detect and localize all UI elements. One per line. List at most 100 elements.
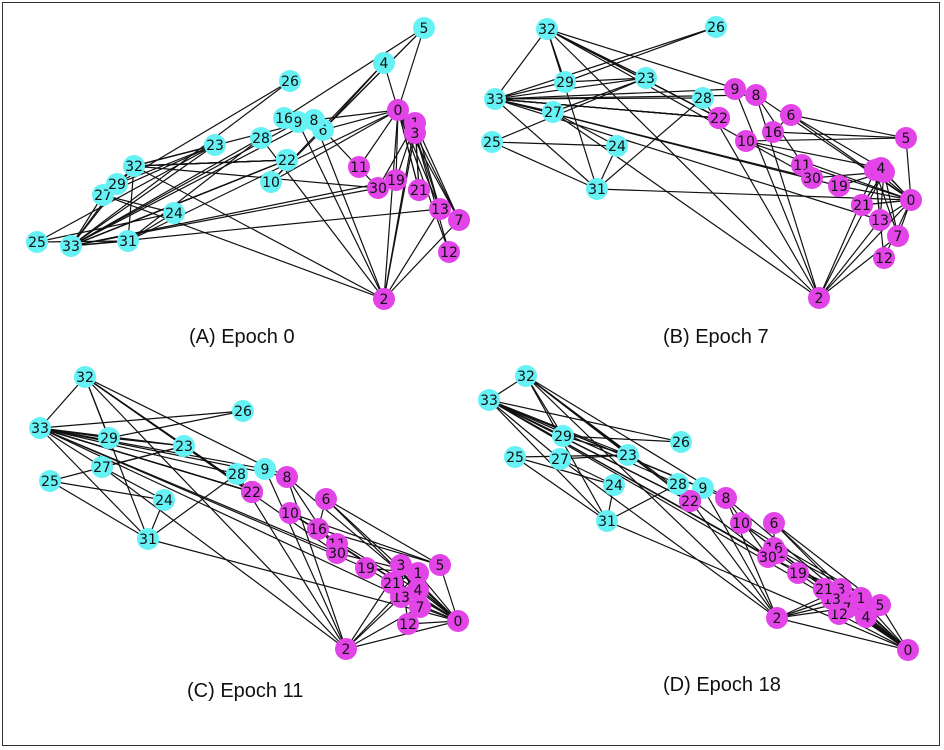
node-31: 31: [586, 178, 608, 200]
node-4: 4: [407, 579, 429, 601]
node-19: 19: [828, 175, 850, 197]
edge-23-25: [36, 144, 216, 243]
node-circle: [667, 473, 689, 495]
node-33: 33: [484, 88, 506, 110]
edge-1-2: [818, 171, 885, 299]
node-circle: [241, 481, 263, 503]
node-22: 22: [679, 490, 701, 512]
node-23: 23: [617, 444, 639, 466]
edge-0-8: [725, 497, 909, 651]
node-9: 9: [254, 458, 276, 480]
node-circle: [887, 225, 909, 247]
node-31: 31: [117, 230, 139, 252]
node-label: 8: [310, 113, 319, 129]
edge-8-32: [546, 28, 757, 96]
node-25: 25: [26, 231, 48, 253]
node-label: 1: [414, 566, 423, 582]
node-circle: [692, 87, 714, 109]
edge-3-12: [414, 132, 450, 253]
edge-28-33: [488, 399, 679, 485]
node-circle: [373, 288, 395, 310]
node-6: 6: [763, 512, 785, 534]
node-26: 26: [670, 431, 692, 453]
node-label: 3: [411, 126, 420, 142]
node-31: 31: [137, 528, 159, 550]
node-label: 24: [165, 206, 183, 222]
node-circle: [409, 596, 431, 618]
node-33: 33: [478, 389, 500, 411]
node-circle: [407, 562, 429, 584]
node-label: 0: [904, 643, 913, 659]
node-label: 31: [119, 234, 137, 250]
node-circle: [869, 594, 891, 616]
edge-2-13: [345, 596, 402, 650]
node-24: 24: [606, 135, 628, 157]
node-circle: [552, 425, 574, 447]
node-circle: [117, 230, 139, 252]
node-label: 23: [206, 138, 224, 154]
graph-epoch-18: 0123456789101112131415161718192021222324…: [478, 365, 919, 661]
edge-31-32: [525, 375, 608, 522]
edge-2-13: [818, 219, 881, 299]
node-32: 32: [536, 18, 558, 40]
edge-2-3: [383, 132, 416, 300]
edge-30-33: [70, 187, 379, 247]
edge-23-27: [552, 77, 647, 113]
node-23: 23: [204, 134, 226, 156]
edge-25-31: [36, 240, 129, 243]
node-label: 5: [436, 558, 445, 574]
edge-23-25: [491, 77, 647, 143]
node-5: 5: [429, 554, 451, 576]
edge-26-29: [564, 26, 717, 83]
node-label: 19: [387, 173, 405, 189]
edge-30-33: [39, 427, 338, 554]
edge-29-33: [494, 81, 566, 100]
edge-8-33: [70, 119, 315, 247]
node-label: 6: [787, 108, 796, 124]
node-6: 6: [315, 488, 337, 510]
node-label: 22: [681, 494, 699, 510]
node-circle: [250, 127, 272, 149]
node-label: 24: [605, 478, 623, 494]
edge-29-33: [39, 427, 110, 439]
node-32: 32: [515, 365, 537, 387]
node-label: 16: [275, 111, 293, 127]
edge-28-33: [494, 97, 704, 100]
node-16: 16: [307, 518, 329, 540]
node-31: 31: [596, 510, 618, 532]
edge-1-2: [345, 572, 419, 650]
edge-2-32: [133, 165, 385, 300]
node-4: 4: [373, 52, 395, 74]
node-32: 32: [74, 366, 96, 388]
node-label: 27: [544, 105, 562, 121]
edge-28-31: [147, 473, 238, 540]
node-4: 4: [870, 157, 892, 179]
node-label: 0: [454, 614, 463, 630]
node-label: 19: [830, 179, 848, 195]
node-label: 11: [350, 160, 368, 176]
edge-24-27: [102, 194, 175, 214]
node-circle: [481, 131, 503, 153]
node-circle: [279, 70, 301, 92]
edge-2-27: [559, 458, 778, 619]
node-circle: [91, 456, 113, 478]
node-label: 9: [261, 462, 270, 478]
edge-0-11: [358, 109, 399, 168]
node-8: 8: [276, 466, 298, 488]
edge-24-27: [552, 111, 618, 147]
node-circle: [484, 88, 506, 110]
caption-epoch-11: (C) Epoch 11: [187, 680, 304, 702]
node-10: 10: [735, 130, 757, 152]
node-33: 33: [29, 417, 51, 439]
edge-30-33: [488, 399, 769, 558]
node-label: 19: [789, 566, 807, 582]
edge-31-33: [494, 98, 598, 190]
node-21: 21: [813, 578, 835, 600]
node-circle: [367, 177, 389, 199]
edge-25-31: [49, 480, 149, 540]
node-label: 19: [357, 561, 375, 577]
node-label: 6: [319, 123, 328, 139]
edge-8-32: [525, 375, 727, 499]
node-3: 3: [390, 554, 412, 576]
node-circle: [74, 366, 96, 388]
